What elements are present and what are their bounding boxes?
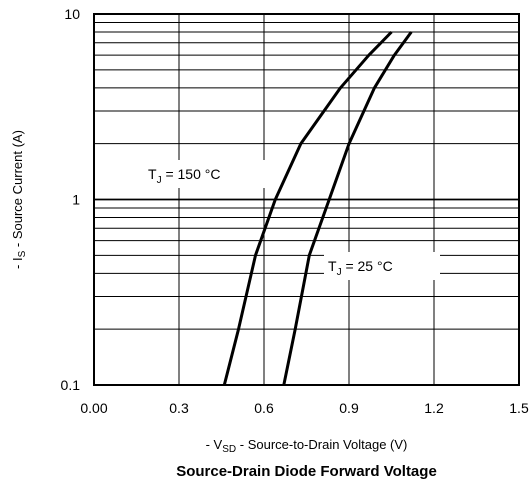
annotation-prefix: T bbox=[328, 258, 337, 274]
grid bbox=[93, 13, 520, 386]
y-axis-title: - IS - Source Current (A) bbox=[10, 130, 28, 269]
annotation-background bbox=[144, 160, 266, 188]
y-axis-title-prefix: - I bbox=[10, 257, 25, 269]
y-tick-label: 1 bbox=[72, 192, 80, 208]
series-lines bbox=[222, 30, 413, 386]
annotation-subscript: J bbox=[157, 175, 162, 186]
x-axis-title: - VSD - Source-to-Drain Voltage (V) bbox=[206, 437, 408, 455]
series-line-1 bbox=[222, 30, 393, 386]
series-annotation-1: TJ = 150 °C bbox=[144, 160, 266, 188]
x-tick-label: 0.3 bbox=[169, 400, 189, 416]
y-axis-title-text: - Source Current (A) bbox=[10, 130, 25, 251]
series-line-2 bbox=[282, 31, 413, 386]
y-tick-label: 10 bbox=[64, 6, 80, 22]
annotation-subscript: J bbox=[337, 267, 342, 278]
x-tick-label: 0.9 bbox=[339, 400, 359, 416]
series-annotations: TJ = 150 °CTJ = 25 °C bbox=[144, 160, 440, 280]
plot-frame bbox=[93, 13, 520, 386]
x-tick-label: 0.6 bbox=[254, 400, 274, 416]
x-tick-label: 1.5 bbox=[509, 400, 529, 416]
x-tick-label: 0.00 bbox=[80, 400, 107, 416]
annotation-text-part: = 25 °C bbox=[342, 258, 393, 274]
y-tick-label: 0.1 bbox=[61, 377, 81, 393]
series-annotation-2: TJ = 25 °C bbox=[324, 252, 440, 280]
annotation-prefix: T bbox=[148, 166, 157, 182]
annotation-label: TJ = 25 °C bbox=[328, 258, 393, 278]
annotation-text-part: = 150 °C bbox=[162, 166, 221, 182]
x-tick-label: 1.2 bbox=[424, 400, 444, 416]
annotation-label: TJ = 150 °C bbox=[148, 166, 220, 186]
x-axis-title-text: - Source-to-Drain Voltage (V) bbox=[236, 437, 407, 452]
x-axis-title-subscript: SD bbox=[222, 444, 236, 455]
tick-labels: 0.00 0.3 0.6 0.9 1.2 1.5 0.1 1 10 bbox=[61, 6, 529, 416]
chart-title: Source-Drain Diode Forward Voltage bbox=[176, 463, 437, 480]
x-axis-title-prefix: - V bbox=[206, 437, 223, 452]
y-axis-title-subscript: S bbox=[17, 250, 28, 257]
annotation-background bbox=[324, 252, 440, 280]
